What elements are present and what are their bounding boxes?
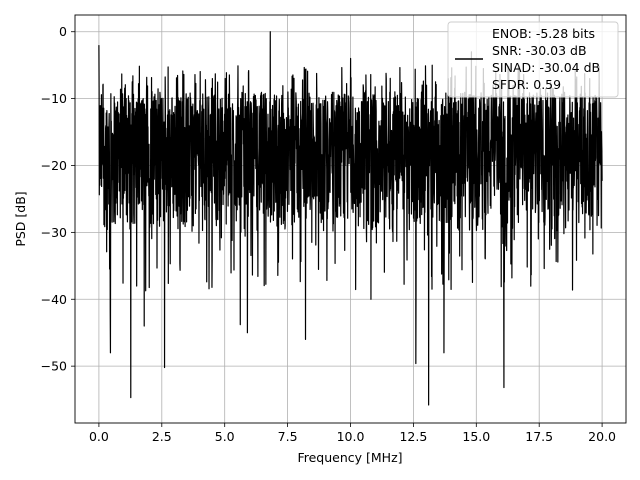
legend-entry-snr: SNR: -30.03 dB (492, 43, 587, 58)
x-tick-label: 12.5 (399, 429, 427, 444)
y-tick-label: −10 (41, 91, 67, 106)
x-tick-label: 5.0 (215, 429, 235, 444)
x-tick-label: 2.5 (152, 429, 172, 444)
y-tick-label: −20 (41, 158, 67, 173)
y-tick-label: −30 (41, 225, 67, 240)
legend-box (447, 21, 619, 98)
x-tick-label: 17.5 (525, 429, 553, 444)
y-axis-title: PSD [dB] (13, 191, 28, 246)
x-tick-label: 7.5 (278, 429, 298, 444)
y-tick-label: 0 (59, 24, 67, 39)
y-tick-label: −50 (41, 359, 67, 374)
legend: ENOB: -5.28 bits SNR: -30.03 dB SINAD: -… (447, 21, 619, 98)
y-tick-label: −40 (41, 292, 67, 307)
x-axis-title: Frequency [MHz] (297, 450, 402, 465)
ticks: 0.0 2.5 5.0 7.5 10.0 12.5 15.0 17.5 20.0 0 −10 −20 −… (41, 24, 616, 444)
legend-entry-sfdr: SFDR: 0.59 (492, 77, 561, 92)
legend-entry-sinad: SINAD: -30.04 dB (492, 60, 600, 75)
x-tick-label: 10.0 (337, 429, 365, 444)
legend-entry-enob: ENOB: -5.28 bits (492, 26, 595, 41)
x-tick-label: 20.0 (588, 429, 616, 444)
x-tick-label: 15.0 (462, 429, 490, 444)
x-tick-label: 0.0 (89, 429, 109, 444)
